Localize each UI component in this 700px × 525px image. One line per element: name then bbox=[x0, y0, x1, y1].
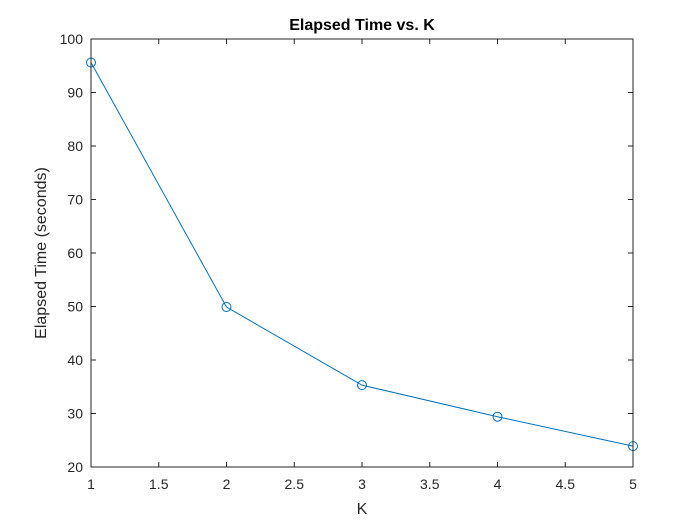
y-tick-label: 30 bbox=[67, 406, 83, 422]
y-tick-label: 60 bbox=[67, 245, 83, 261]
series-line bbox=[90, 62, 634, 447]
chart-title: Elapsed Time vs. K bbox=[289, 17, 435, 34]
x-tick-label: 3.5 bbox=[420, 476, 440, 492]
x-tick-label: 5 bbox=[629, 476, 637, 492]
data-point bbox=[221, 302, 232, 313]
data-point bbox=[357, 380, 367, 391]
y-tick-label: 70 bbox=[67, 192, 83, 208]
x-tick-label: 2.5 bbox=[285, 476, 305, 492]
x-tick-label: 1 bbox=[87, 476, 95, 492]
y-tick-label: 90 bbox=[67, 85, 83, 101]
y-tick-label: 50 bbox=[67, 299, 83, 315]
x-tick-label: 4.5 bbox=[556, 476, 576, 492]
y-axis-label: Elapsed Time (seconds) bbox=[33, 167, 50, 339]
y-tick-label: 40 bbox=[67, 352, 83, 368]
y-tick-label: 20 bbox=[67, 459, 83, 475]
x-tick-label: 1.5 bbox=[149, 476, 169, 492]
x-tick-label: 3 bbox=[358, 476, 366, 492]
x-tick-layer: 1 1.5 2 2.5 3 3.5 4 4.5 5 bbox=[87, 39, 637, 492]
y-tick-layer: 20 30 40 50 60 70 80 90 100 bbox=[60, 31, 633, 475]
plot-area bbox=[91, 39, 633, 467]
x-tick-label: 2 bbox=[223, 476, 231, 492]
y-tick-label: 100 bbox=[60, 31, 84, 47]
plot-background bbox=[91, 39, 633, 467]
x-axis-label: K bbox=[357, 501, 368, 518]
y-tick-label: 80 bbox=[67, 138, 83, 154]
data-point bbox=[492, 411, 503, 422]
x-tick-label: 4 bbox=[494, 476, 502, 492]
